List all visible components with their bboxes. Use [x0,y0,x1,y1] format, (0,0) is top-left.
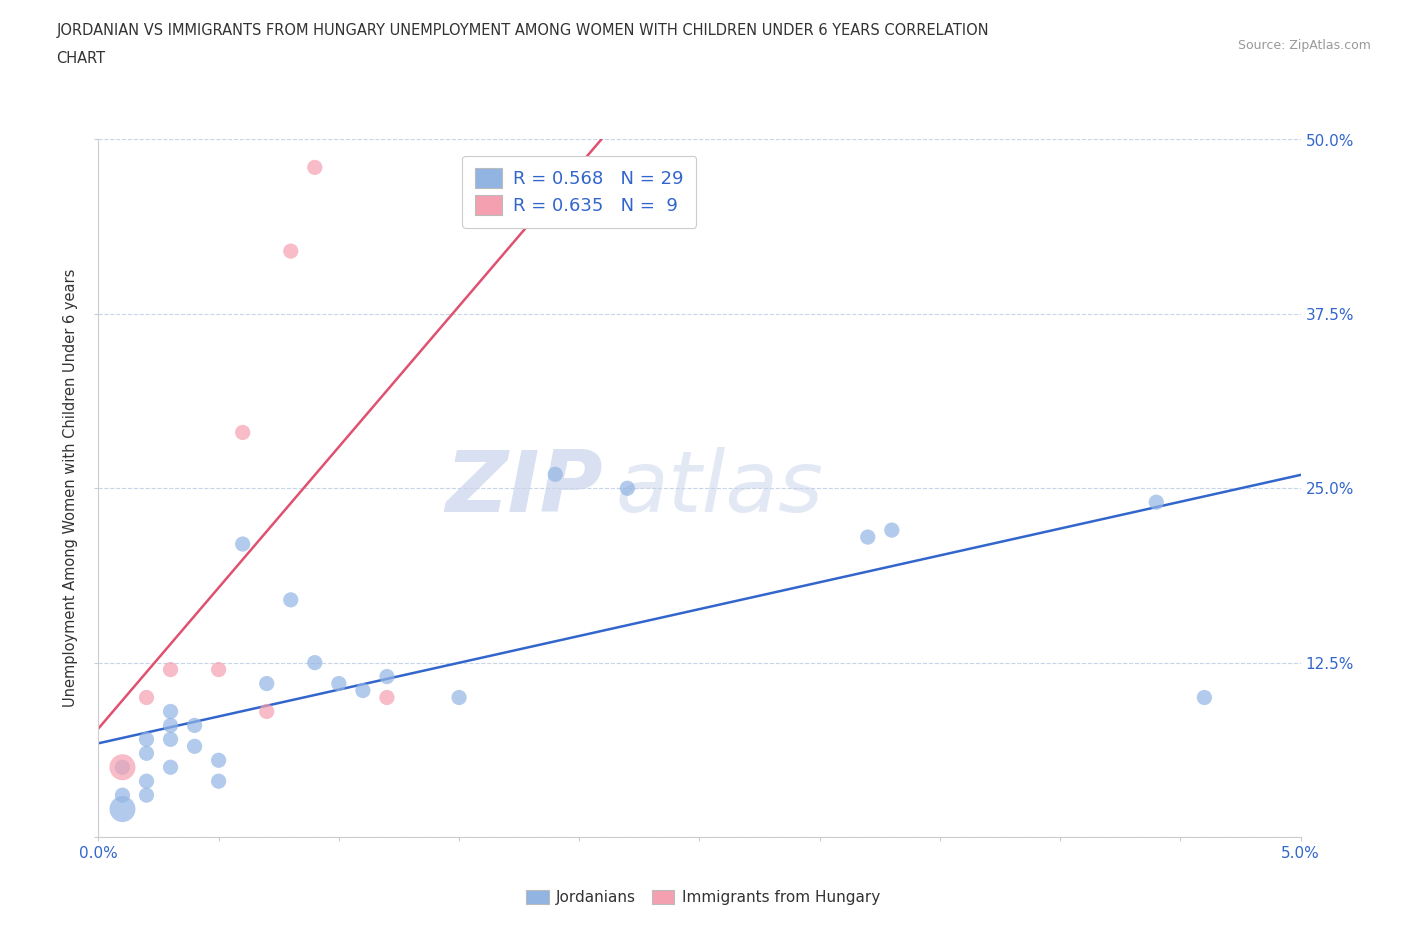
Point [111,760,134,775]
Point [135,774,157,789]
Point [135,746,157,761]
Point [135,732,157,747]
Point [328,676,350,691]
Point [880,523,903,538]
Point [304,656,326,671]
Y-axis label: Unemployment Among Women with Children Under 6 years: Unemployment Among Women with Children U… [63,269,79,708]
Text: CHART: CHART [56,51,105,66]
Point [375,690,398,705]
Text: atlas: atlas [616,446,824,530]
Point [111,760,134,775]
Point [135,690,157,705]
Point [232,537,254,551]
Point [232,425,254,440]
Point [208,662,231,677]
Point [135,788,157,803]
Point [375,670,398,684]
Point [856,530,879,545]
Point [256,676,278,691]
Point [159,718,181,733]
Point [159,732,181,747]
Text: Source: ZipAtlas.com: Source: ZipAtlas.com [1237,39,1371,52]
Point [352,683,374,698]
Point [256,704,278,719]
Point [208,774,231,789]
Text: ZIP: ZIP [446,446,603,530]
Point [159,662,181,677]
Point [544,467,567,482]
Point [1194,690,1216,705]
Point [447,690,470,705]
Legend: Jordanians, Immigrants from Hungary: Jordanians, Immigrants from Hungary [520,884,886,911]
Point [208,753,231,768]
Point [616,481,638,496]
Point [304,160,326,175]
Legend: R = 0.568   N = 29, R = 0.635   N =  9: R = 0.568 N = 29, R = 0.635 N = 9 [463,155,696,228]
Text: JORDANIAN VS IMMIGRANTS FROM HUNGARY UNEMPLOYMENT AMONG WOMEN WITH CHILDREN UNDE: JORDANIAN VS IMMIGRANTS FROM HUNGARY UNE… [56,23,988,38]
Point [1144,495,1167,510]
Point [183,718,205,733]
Point [111,802,134,817]
Point [280,244,302,259]
Point [280,592,302,607]
Point [111,788,134,803]
Point [183,738,205,753]
Point [159,704,181,719]
Point [159,760,181,775]
